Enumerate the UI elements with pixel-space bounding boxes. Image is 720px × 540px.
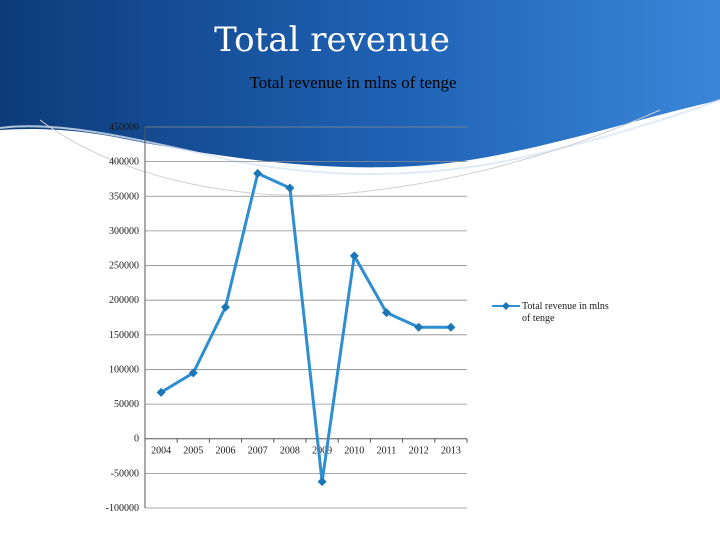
- series-line: [160, 171, 451, 484]
- x-tick-label: 2004: [151, 446, 171, 457]
- y-tick-label: 450000: [109, 122, 139, 133]
- chart-title: Total revenue in mlns of tenge: [249, 73, 457, 92]
- y-tick-label: 350000: [109, 191, 139, 202]
- legend-label: Total revenue in mlns of tenge: [522, 301, 611, 324]
- header-band: [0, 0, 720, 168]
- data-point-2013: [446, 322, 456, 332]
- y-tick-label: 300000: [109, 226, 139, 237]
- y-tick-label: 50000: [114, 399, 139, 410]
- data-point-2007: [253, 168, 263, 178]
- x-tick-label: 2006: [216, 446, 236, 457]
- series-layer: [156, 168, 456, 487]
- header-curve-highlight: [0, 99, 720, 175]
- y-tick-label: -50000: [111, 468, 139, 479]
- data-point-2004: [156, 387, 166, 397]
- y-tick-label: 200000: [109, 295, 139, 306]
- slide-title: Total revenue: [214, 20, 450, 60]
- x-tick-label: 2012: [409, 446, 429, 457]
- legend-label-line-1: Total revenue in mlns: [522, 301, 609, 312]
- x-tick-label: 2005: [183, 446, 203, 457]
- data-point-2006: [221, 302, 230, 312]
- axes: [144, 127, 468, 508]
- data-point-2010: [349, 251, 359, 261]
- y-tick-label: 100000: [109, 364, 139, 375]
- x-tick-label: 2013: [441, 446, 461, 457]
- x-tick-label: 2007: [248, 446, 268, 457]
- data-point-2011: [382, 308, 391, 318]
- y-tick-label: 400000: [109, 157, 139, 168]
- data-point-2008: [285, 183, 295, 193]
- x-tick-label: 2008: [280, 446, 300, 457]
- legend: Total revenue in mlns of tenge: [492, 301, 611, 324]
- legend-label-line-2: of tenge: [522, 313, 555, 324]
- y-tick-label: -100000: [106, 503, 139, 514]
- y-tick-label: 250000: [109, 261, 139, 272]
- decorative-arc: [39, 109, 661, 196]
- y-tick-label: 150000: [109, 330, 139, 341]
- data-point-2009: [317, 477, 327, 487]
- y-tick-label: 0: [134, 434, 139, 445]
- x-tick-label: 2010: [344, 446, 364, 457]
- x-tick-label: 2011: [377, 446, 397, 457]
- tick-labels: -100000 -50000 0 50000 100000 150000 200000 250…: [106, 122, 461, 514]
- data-point-2005: [188, 368, 198, 378]
- data-point-2012: [414, 322, 424, 332]
- x-tick-label: 2009: [312, 446, 332, 457]
- legend-marker-swatch: [502, 302, 510, 310]
